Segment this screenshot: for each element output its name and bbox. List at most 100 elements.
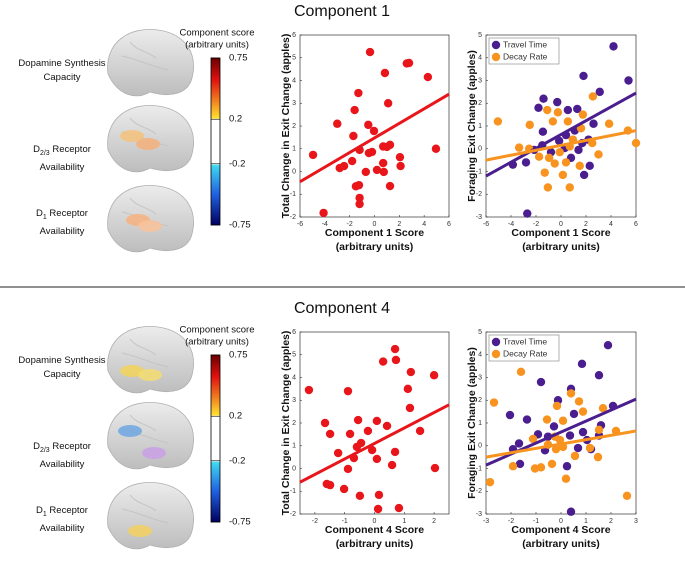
label-text: Receptor Availability xyxy=(39,144,91,173)
point xyxy=(551,444,561,454)
x-axis-units: (arbitrary units) xyxy=(336,538,414,550)
y-tick-label: -1 xyxy=(290,191,296,198)
point xyxy=(589,119,598,128)
y-tick-label: 1 xyxy=(478,420,482,427)
point xyxy=(363,426,373,436)
colorbar-tick-label: 0.75 xyxy=(229,53,248,64)
y-tick-label: -2 xyxy=(476,191,482,198)
point xyxy=(391,355,401,365)
brain-region xyxy=(118,425,142,437)
x-tick-label: 0 xyxy=(373,518,377,525)
colorbar xyxy=(210,354,221,523)
point xyxy=(429,371,439,380)
y-tick-label: -2 xyxy=(290,511,296,518)
brain-label: Dopamine Synthesis Capacity xyxy=(17,57,107,85)
point xyxy=(352,442,362,452)
fit-line xyxy=(485,129,637,162)
point xyxy=(339,484,349,494)
y-tick-label: 5 xyxy=(478,32,482,39)
panel-title: Component 4 xyxy=(294,300,390,317)
point xyxy=(604,119,614,128)
legend-label: Decay Rate xyxy=(503,348,548,358)
colorbar-units: (arbitrary units) xyxy=(185,337,249,348)
label-text: Dopamine Synthesis Capacity xyxy=(18,355,106,380)
brain xyxy=(107,184,194,253)
label-prefix: D xyxy=(36,208,43,219)
x-tick-label: -4 xyxy=(508,221,514,228)
legend-marker xyxy=(491,337,501,347)
y-tick-label: 0 xyxy=(478,146,482,153)
point xyxy=(566,507,576,516)
point xyxy=(594,150,603,159)
point xyxy=(403,384,413,394)
point xyxy=(508,462,518,471)
point xyxy=(374,490,384,500)
y-tick-label: 0 xyxy=(478,443,482,450)
y-tick-label: 4 xyxy=(478,55,482,62)
legend xyxy=(488,37,560,65)
point xyxy=(544,153,554,163)
x-tick-label: 4 xyxy=(609,221,613,228)
point xyxy=(579,71,588,81)
point xyxy=(578,427,588,437)
brain-label: D1 Receptor Availability xyxy=(17,207,107,239)
point xyxy=(430,463,440,473)
point xyxy=(539,94,548,103)
point xyxy=(380,68,390,78)
point xyxy=(574,397,584,406)
point xyxy=(585,161,594,171)
y-axis-label: Foraging Exit Change (apples) xyxy=(466,50,478,202)
brain-region xyxy=(138,220,162,232)
legend-marker xyxy=(491,40,501,50)
point xyxy=(543,183,553,192)
point xyxy=(595,87,604,97)
point xyxy=(609,42,618,51)
y-tick-label: 3 xyxy=(478,77,482,84)
point xyxy=(365,47,375,57)
point xyxy=(523,209,532,218)
point xyxy=(588,92,598,101)
point xyxy=(335,163,344,173)
x-tick-label: 3 xyxy=(634,518,638,525)
brain-label: D2/3 Receptor Availability xyxy=(17,143,107,175)
point xyxy=(485,477,495,487)
x-axis-units: (arbitrary units) xyxy=(522,241,600,253)
colorbar-tick-label: -0.75 xyxy=(229,517,251,528)
brain-region xyxy=(120,365,144,377)
point xyxy=(394,503,404,513)
label-text: Receptor Availability xyxy=(39,208,88,237)
point xyxy=(514,439,524,448)
x-tick-label: -4 xyxy=(322,221,328,228)
label-prefix: D xyxy=(33,441,40,452)
y-tick-label: 5 xyxy=(292,55,296,62)
colorbar-tick-label: 0.2 xyxy=(229,411,242,422)
legend-label: Decay Rate xyxy=(503,51,548,61)
y-axis-label: Total Change in Exit Change (apples) xyxy=(280,331,292,516)
point xyxy=(522,415,532,424)
point xyxy=(402,59,411,68)
y-tick-label: 1 xyxy=(292,146,296,153)
y-tick-label: -2 xyxy=(476,488,482,495)
x-tick-label: 6 xyxy=(634,221,638,228)
point xyxy=(378,142,388,151)
y-tick-label: 3 xyxy=(292,397,296,404)
point xyxy=(594,371,604,380)
x-tick-label: -6 xyxy=(483,221,489,228)
point xyxy=(364,120,373,130)
point xyxy=(304,385,314,395)
point xyxy=(514,143,524,152)
point xyxy=(378,158,388,168)
colorbar-tick-label: -0.2 xyxy=(229,455,245,466)
brain xyxy=(107,28,194,97)
point xyxy=(369,126,379,136)
legend-marker xyxy=(491,349,501,359)
y-tick-label: 1 xyxy=(292,443,296,450)
label-subscript: 1 xyxy=(42,510,47,518)
point xyxy=(525,120,534,130)
point xyxy=(578,110,588,119)
point xyxy=(561,158,571,167)
y-tick-label: -1 xyxy=(290,488,296,495)
x-tick-label: 0 xyxy=(559,221,563,228)
y-tick-label: 4 xyxy=(292,77,296,84)
